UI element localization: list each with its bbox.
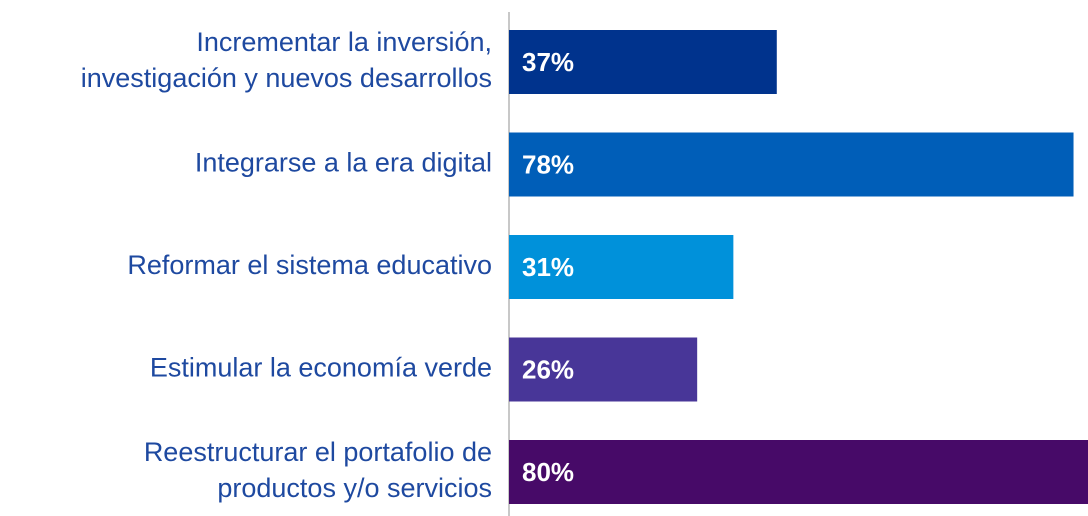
value-label: 80% xyxy=(522,457,574,487)
bar xyxy=(509,440,1088,504)
value-label: 37% xyxy=(522,47,574,77)
value-label: 31% xyxy=(522,252,574,282)
category-label: Estimular la economía verde xyxy=(150,353,492,383)
category-label: productos y/o servicios xyxy=(217,473,492,503)
bar xyxy=(509,132,1074,197)
category-label: Reformar el sistema educativo xyxy=(127,250,492,280)
category-label: Incrementar la inversión, xyxy=(196,27,492,57)
bar xyxy=(509,337,698,402)
value-label: 78% xyxy=(522,149,574,179)
bar xyxy=(509,235,734,299)
category-label: Integrarse a la era digital xyxy=(195,148,492,178)
category-label: Reestructurar el portafolio de xyxy=(144,437,492,467)
bar xyxy=(509,30,777,94)
value-label: 26% xyxy=(522,354,574,384)
category-label: investigación y nuevos desarrollos xyxy=(81,63,492,93)
